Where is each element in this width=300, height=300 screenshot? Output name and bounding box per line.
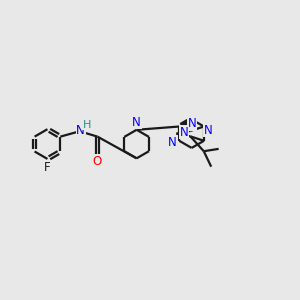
Text: N: N [76, 124, 85, 137]
Text: N: N [168, 136, 177, 149]
Text: N: N [204, 124, 213, 136]
Text: F: F [44, 161, 51, 174]
Text: N: N [132, 116, 141, 129]
Text: H: H [83, 120, 91, 130]
Text: N: N [179, 126, 188, 139]
Text: N: N [188, 117, 196, 130]
Text: O: O [93, 155, 102, 168]
